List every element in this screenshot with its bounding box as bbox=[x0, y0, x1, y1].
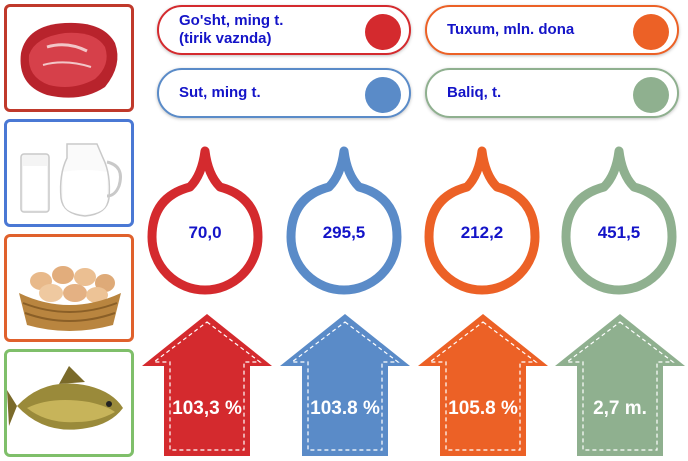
drop-icon bbox=[147, 146, 263, 295]
fish-icon bbox=[7, 366, 123, 430]
legend-label: Sut, ming t. bbox=[179, 84, 261, 101]
drop-icon bbox=[286, 146, 402, 295]
eggs-basket-icon bbox=[19, 266, 121, 331]
legend-swatch bbox=[633, 14, 669, 50]
drop-icon bbox=[424, 146, 540, 295]
indicator-value: 70,0 bbox=[188, 223, 222, 242]
photo-milk bbox=[4, 119, 134, 227]
indicator-value: 295,5 bbox=[322, 223, 366, 242]
indicator-value: 451,5 bbox=[597, 223, 641, 242]
up-arrow-icon bbox=[418, 314, 548, 456]
growth-arrow-fish: 2,7 m. bbox=[553, 312, 687, 458]
indicator-eggs: 212,2 bbox=[417, 145, 547, 305]
legend-label: Go'sht, ming t. (tirik vaznda) bbox=[179, 12, 284, 47]
growth-arrow-meat: 103,3 % bbox=[140, 312, 274, 458]
indicator-milk: 295,5 bbox=[279, 145, 409, 305]
photo-eggs bbox=[4, 234, 134, 342]
up-arrow-icon bbox=[280, 314, 410, 456]
legend-label: Baliq, t. bbox=[447, 84, 502, 101]
growth-value: 103,3 % bbox=[172, 398, 242, 419]
meat-icon bbox=[20, 22, 118, 98]
legend-swatch bbox=[365, 77, 401, 113]
legend-meat: Go'sht, ming t. (tirik vaznda) bbox=[157, 5, 411, 55]
up-arrow-icon bbox=[555, 314, 685, 456]
indicator-meat: 70,0 bbox=[140, 145, 270, 305]
milk-icon bbox=[20, 143, 122, 217]
up-arrow-icon bbox=[142, 314, 272, 456]
drop-icon bbox=[561, 146, 677, 295]
legend-label: Tuxum, mln. dona bbox=[447, 21, 575, 38]
legend-eggs: Tuxum, mln. dona bbox=[425, 5, 679, 55]
legend-fish: Baliq, t. bbox=[425, 68, 679, 118]
legend-milk: Sut, ming t. bbox=[157, 68, 411, 118]
legend-swatch bbox=[633, 77, 669, 113]
legend-swatch bbox=[365, 14, 401, 50]
indicator-value: 212,2 bbox=[460, 223, 504, 242]
growth-arrow-milk: 103.8 % bbox=[278, 312, 412, 458]
growth-arrow-eggs: 105.8 % bbox=[416, 312, 550, 458]
growth-value: 103.8 % bbox=[310, 398, 380, 419]
photo-fish bbox=[4, 349, 134, 457]
growth-value: 105.8 % bbox=[448, 398, 518, 419]
indicator-fish: 451,5 bbox=[554, 145, 684, 305]
growth-value: 2,7 m. bbox=[593, 398, 647, 419]
photo-meat bbox=[4, 4, 134, 112]
